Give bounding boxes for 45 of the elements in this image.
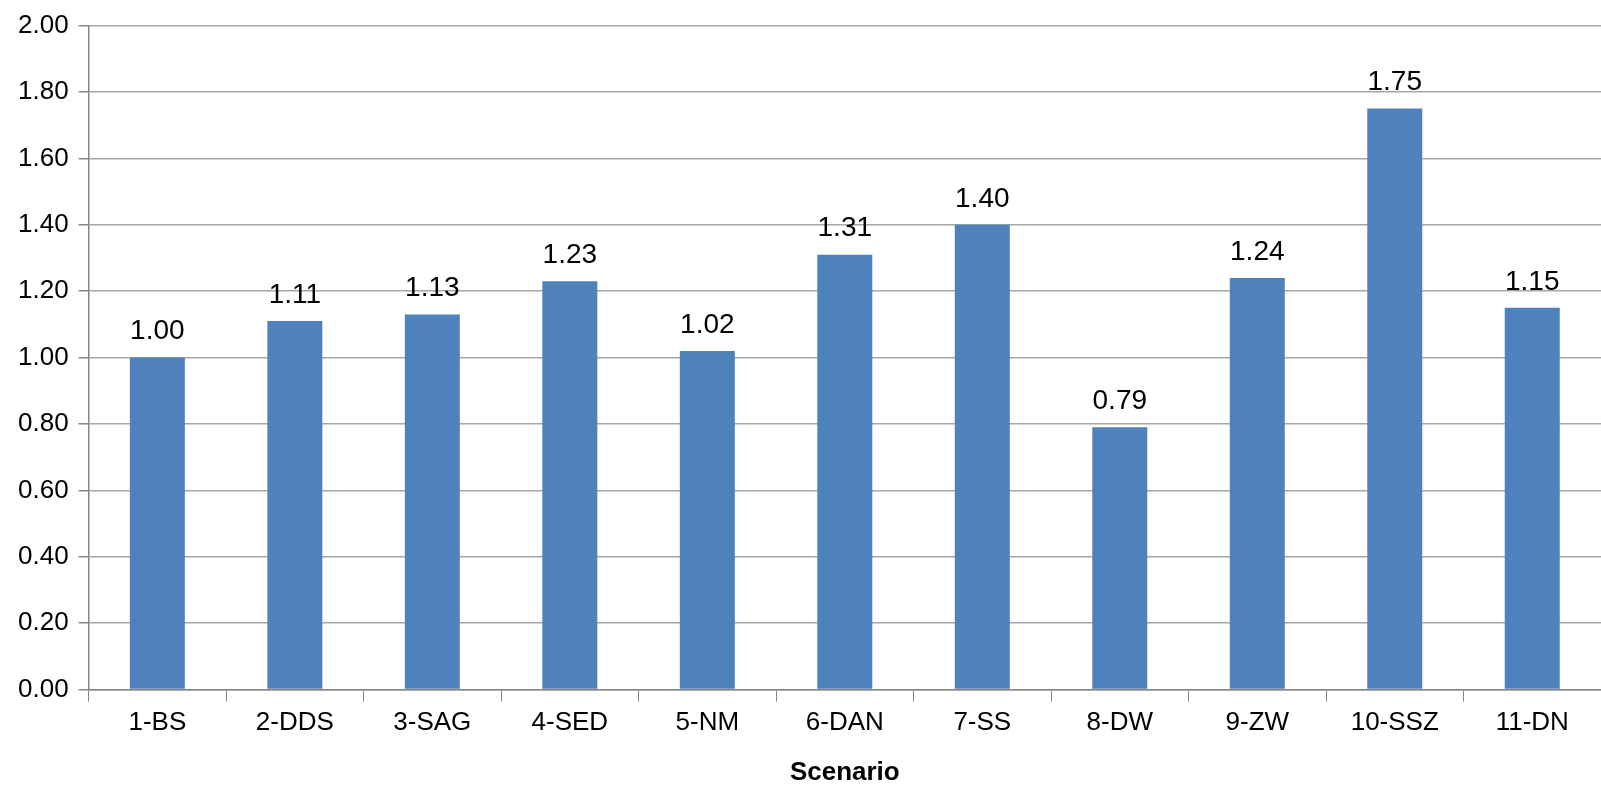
data-label: 1.23	[542, 237, 598, 269]
data-label: 0.79	[1092, 384, 1148, 416]
x-tick-label: 8-DW	[1086, 706, 1154, 737]
bar	[129, 357, 185, 689]
x-tick-label: 1-BS	[128, 706, 187, 737]
y-tick-label: 1.60	[17, 141, 69, 172]
bar	[679, 350, 735, 689]
bar	[267, 321, 323, 689]
y-tick-label: 0.40	[17, 539, 69, 570]
data-label: 1.13	[405, 271, 460, 303]
bar	[1092, 427, 1148, 689]
x-axis-title: Scenario	[789, 755, 900, 786]
x-tick-label: 10-SSZ	[1350, 706, 1439, 737]
data-label: 1.24	[1230, 234, 1285, 266]
bar	[404, 314, 460, 689]
data-label: 1.02	[680, 307, 735, 339]
data-label: 1.15	[1505, 264, 1560, 296]
bar	[954, 224, 1010, 689]
data-label: 1.40	[955, 181, 1010, 213]
x-tick-label: 4-SED	[531, 706, 609, 737]
bar	[1504, 307, 1560, 689]
bar	[542, 281, 598, 689]
y-tick-label: 1.00	[17, 340, 69, 371]
x-tick-label: 9-ZW	[1225, 706, 1290, 737]
x-tick-label: 5-NM	[675, 706, 740, 737]
x-tick-label: 11-DN	[1495, 706, 1569, 737]
y-tick-label: 1.80	[17, 75, 69, 106]
data-label: 1.75	[1367, 65, 1423, 97]
y-tick-label: 0.20	[17, 606, 69, 637]
data-label: 1.11	[268, 277, 322, 309]
bar	[1229, 277, 1285, 689]
x-tick-label: 7-SS	[953, 706, 1012, 737]
bar	[1367, 108, 1423, 689]
data-label: 1.31	[817, 211, 873, 243]
x-tick-label: 6-DAN	[805, 706, 884, 737]
data-label: 1.00	[130, 314, 185, 346]
y-tick-label: 0.00	[17, 672, 69, 703]
x-tick-label: 3-SAG	[393, 706, 472, 737]
y-tick-label: 1.20	[17, 274, 69, 305]
y-tick-label: 1.40	[17, 207, 69, 238]
bar	[817, 254, 873, 689]
y-tick-label: 0.60	[17, 473, 69, 504]
x-tick-label: 2-DDS	[255, 706, 334, 737]
y-tick-label: 2.00	[17, 8, 69, 39]
y-tick-label: 0.80	[17, 407, 69, 438]
